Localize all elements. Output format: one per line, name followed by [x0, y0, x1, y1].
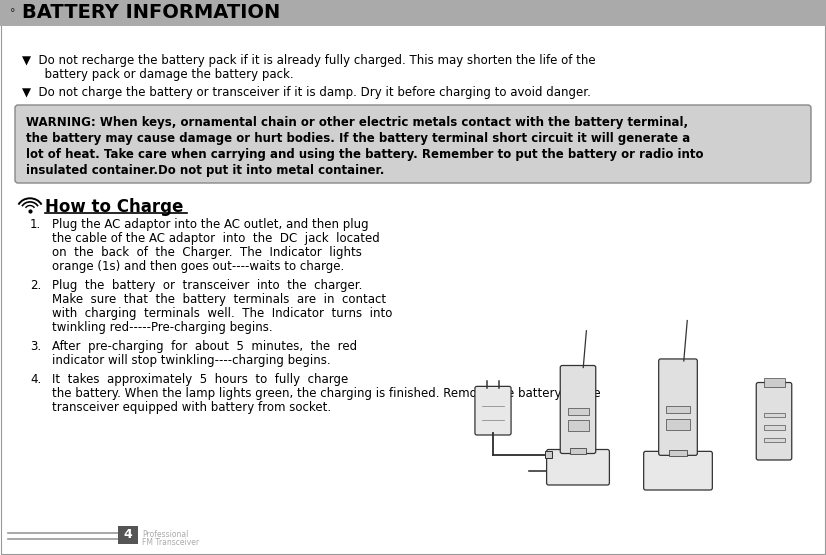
Bar [118, 526, 138, 544]
Text: °: ° [10, 8, 16, 18]
Text: FM Transceiver: FM Transceiver [142, 538, 199, 547]
Text: Plug the AC adaptor into the AC outlet, and then plug: Plug the AC adaptor into the AC outlet, … [52, 218, 368, 231]
Bar [567, 408, 588, 415]
Text: twinkling red-----Pre-charging begins.: twinkling red-----Pre-charging begins. [52, 321, 273, 334]
FancyBboxPatch shape [643, 451, 712, 490]
Text: insulated container.Do not put it into metal container.: insulated container.Do not put it into m… [26, 164, 384, 177]
Text: 4: 4 [124, 528, 132, 542]
Text: 3.: 3. [30, 340, 41, 353]
Bar [763, 378, 785, 386]
Bar [570, 448, 586, 453]
Bar [763, 426, 785, 430]
Text: How to Charge: How to Charge [45, 198, 183, 216]
FancyBboxPatch shape [475, 386, 511, 435]
Text: indicator will stop twinkling----charging begins.: indicator will stop twinkling----chargin… [52, 354, 330, 367]
Text: ▼  Do not charge the battery or transceiver if it is damp. Dry it before chargin: ▼ Do not charge the battery or transceiv… [22, 86, 591, 99]
Text: 1.: 1. [30, 218, 41, 231]
Text: transceiver equipped with battery from socket.: transceiver equipped with battery from s… [52, 401, 331, 414]
Text: Make  sure  that  the  battery  terminals  are  in  contact: Make sure that the battery terminals are… [52, 293, 386, 306]
Text: lot of heat. Take care when carrying and using the battery. Remember to put the : lot of heat. Take care when carrying and… [26, 148, 704, 161]
Text: on  the  back  of  the  Charger.  The  Indicator  lights: on the back of the Charger. The Indicato… [52, 246, 362, 259]
Text: BATTERY INFORMATION: BATTERY INFORMATION [22, 3, 280, 23]
Bar [0, 0, 826, 26]
Text: orange (1s) and then goes out----waits to charge.: orange (1s) and then goes out----waits t… [52, 260, 344, 273]
Text: battery pack or damage the battery pack.: battery pack or damage the battery pack. [22, 68, 293, 81]
Text: Plug  the  battery  or  transceiver  into  the  charger.: Plug the battery or transceiver into the… [52, 279, 363, 292]
Text: After  pre-charging  for  about  5  minutes,  the  red: After pre-charging for about 5 minutes, … [52, 340, 357, 353]
Bar [763, 438, 785, 442]
Text: It  takes  approximately  5  hours  to  fully  charge: It takes approximately 5 hours to fully … [52, 373, 349, 386]
Text: Professional: Professional [142, 530, 188, 539]
FancyBboxPatch shape [757, 382, 792, 460]
Bar [763, 413, 785, 417]
Text: the battery may cause damage or hurt bodies. If the battery terminal short circu: the battery may cause damage or hurt bod… [26, 132, 691, 145]
Text: WARNING: When keys, ornamental chain or other electric metals contact with the b: WARNING: When keys, ornamental chain or … [26, 116, 688, 129]
FancyBboxPatch shape [547, 450, 610, 485]
Text: with  charging  terminals  well.  The  Indicator  turns  into: with charging terminals well. The Indica… [52, 307, 392, 320]
Text: 2.: 2. [30, 279, 41, 292]
Text: the battery. When the lamp lights green, the charging is finished. Remove the ba: the battery. When the lamp lights green,… [52, 387, 601, 400]
FancyBboxPatch shape [15, 105, 811, 183]
Bar [545, 451, 552, 458]
FancyBboxPatch shape [658, 359, 697, 455]
Bar [669, 450, 687, 456]
Text: the cable of the AC adaptor  into  the  DC  jack  located: the cable of the AC adaptor into the DC … [52, 232, 380, 245]
Bar [667, 418, 690, 430]
Text: 4.: 4. [30, 373, 41, 386]
Bar [667, 406, 690, 413]
Bar [567, 420, 588, 431]
Text: ▼  Do not recharge the battery pack if it is already fully charged. This may sho: ▼ Do not recharge the battery pack if it… [22, 54, 596, 67]
FancyBboxPatch shape [560, 366, 596, 453]
